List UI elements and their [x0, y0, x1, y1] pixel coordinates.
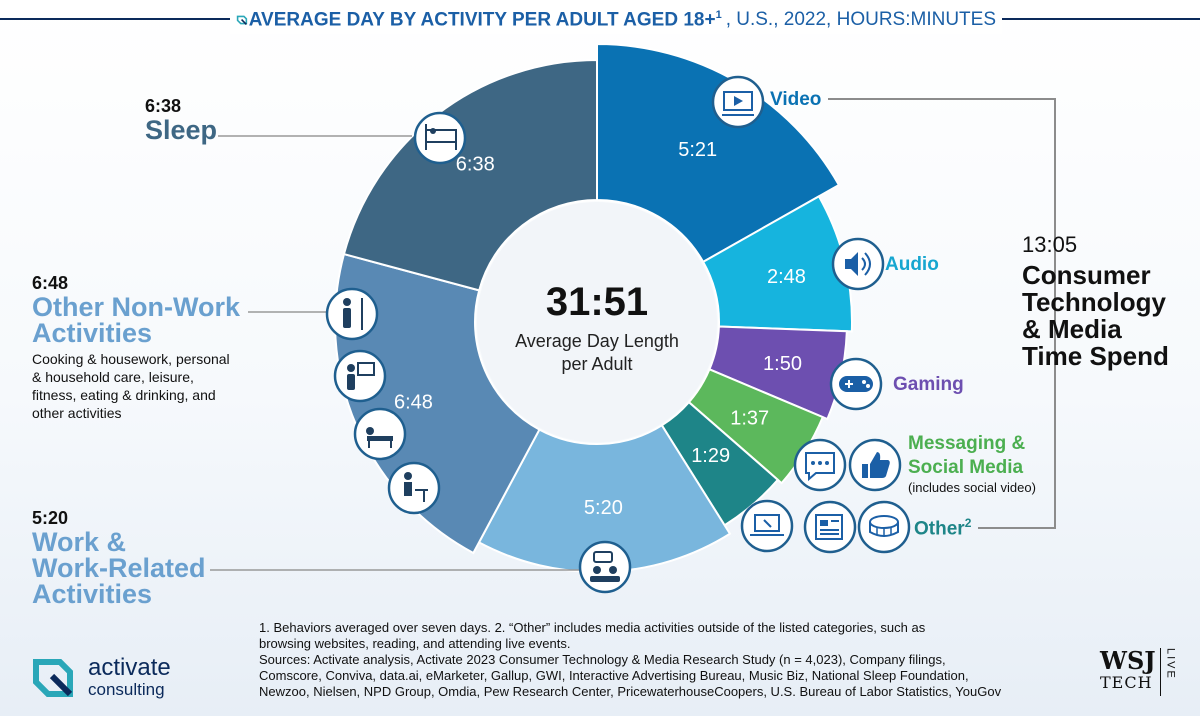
other-label: Other2 — [914, 516, 972, 540]
slice-gaming — [708, 325, 848, 421]
work-name-line3: Activities — [32, 579, 153, 609]
slice-value-sleep: 6:38 — [456, 153, 495, 175]
slice-value-other: 1:29 — [691, 445, 730, 467]
footnote-line4: Comscore, Conviva, data.ai, eMarketer, G… — [259, 668, 969, 683]
slice-video — [596, 42, 841, 264]
footnote-line1: 1. Behaviors averaged over seven days. 2… — [259, 620, 926, 635]
slice-value-audio: 2:48 — [767, 266, 806, 288]
chat-bubble-icon — [793, 438, 847, 492]
header: AVERAGE DAY BY ACTIVITY PER ADULT AGED 1… — [230, 6, 1002, 34]
gaming-label: Gaming — [893, 374, 964, 395]
tech-media-time: 13:05 — [1022, 232, 1078, 257]
thumbs-up-icon — [848, 438, 902, 492]
activate-logo: activate consulting — [30, 656, 171, 700]
nonwork-name-line2: Activities — [32, 318, 153, 348]
slice-value-messaging-social-media: 1:37 — [730, 407, 769, 429]
activate-word: activate — [88, 654, 171, 681]
sleep-time: 6:38 — [145, 96, 182, 116]
slice-value-work-work-related-activities: 5:20 — [584, 497, 623, 519]
slice-work-work-related-activities — [477, 423, 732, 573]
video-label: Video — [770, 89, 822, 110]
tech-media-line2: Technology — [1022, 287, 1166, 317]
slice-value-other-non-work-activities: 6:48 — [394, 391, 433, 413]
footnote-line5: Newzoo, Nielsen, NPD Group, Omdia, Pew R… — [259, 684, 1002, 699]
activate-logo-icon — [236, 15, 248, 25]
stadium-icon — [857, 500, 911, 554]
nonwork-label: 6:48 Other Non-Work Activities Cooking &… — [32, 273, 240, 422]
wsj-tech-live-logo: WSJ TECH LIVE — [1100, 648, 1177, 696]
work-name-line1: Work & — [32, 527, 127, 557]
video-icon — [711, 75, 765, 129]
activate-mark-icon — [33, 659, 73, 697]
nonwork-name-line1: Other Non-Work — [32, 292, 240, 322]
center-label-line2: per Adult — [561, 354, 632, 374]
laptop-icon — [740, 499, 794, 553]
work-time: 5:20 — [32, 508, 69, 528]
nonwork-desc-3: fitness, eating & drinking, and — [32, 387, 216, 403]
footnotes: 1. Behaviors averaged over seven days. 2… — [259, 620, 1001, 700]
tech-word: TECH — [1100, 673, 1153, 692]
nonwork-desc-1: Cooking & housework, personal — [32, 351, 230, 367]
live-word: LIVE — [1164, 648, 1177, 680]
messaging-line2: Social Media — [908, 457, 1024, 478]
sleep-name: Sleep — [145, 115, 218, 145]
dining-icon — [387, 461, 441, 515]
sleep-label: 6:38 Sleep — [145, 96, 218, 145]
chart-title: AVERAGE DAY BY ACTIVITY PER ADULT AGED 1… — [248, 8, 722, 31]
slice-audio — [701, 194, 853, 333]
audio-icon — [831, 237, 885, 291]
gamepad-icon — [829, 357, 883, 411]
messaging-line1: Messaging & — [908, 433, 1026, 454]
tech-media-bracket — [828, 98, 1056, 529]
slice-value-gaming: 1:50 — [763, 353, 802, 375]
tech-media-line1: Consumer — [1022, 260, 1151, 290]
tech-media-line4: Time Spend — [1022, 341, 1169, 371]
tech-media-line3: & Media — [1022, 314, 1122, 344]
massage-icon — [353, 407, 407, 461]
nonwork-time: 6:48 — [32, 273, 69, 293]
audio-label: Audio — [885, 254, 939, 275]
messaging-note: (includes social video) — [908, 480, 1036, 495]
person-cleaning-icon — [325, 287, 379, 341]
footnote-line2: browsing websites, reading, and attendin… — [259, 636, 571, 651]
header-rule-right — [980, 18, 1200, 20]
footnote-line3: Sources: Activate analysis, Activate 202… — [259, 652, 946, 667]
tech-media-total: 13:05 Consumer Technology & Media Time S… — [1022, 232, 1169, 370]
slice-value-video: 5:21 — [678, 139, 717, 161]
chart-subtitle: , U.S., 2022, HOURS:MINUTES — [725, 9, 996, 30]
donut-hole — [477, 202, 717, 442]
center-label-line1: Average Day Length — [515, 331, 679, 351]
bed-icon — [413, 111, 467, 165]
meeting-icon — [578, 540, 632, 594]
slice-sleep — [342, 58, 598, 292]
work-name-line2: Work-Related — [32, 553, 206, 583]
nonwork-desc-2: & household care, leisure, — [32, 369, 194, 385]
header-rule-left — [0, 18, 240, 20]
center-value: 31:51 — [546, 280, 648, 324]
nonwork-desc-4: other activities — [32, 405, 122, 421]
person-presentation-icon — [333, 349, 387, 403]
messaging-label: Messaging & Social Media (includes socia… — [908, 432, 1036, 495]
consulting-word: consulting — [88, 680, 165, 699]
work-label: 5:20 Work & Work-Related Activities — [32, 508, 206, 609]
wsj-word: WSJ — [1100, 646, 1156, 675]
newspaper-icon — [803, 500, 857, 554]
